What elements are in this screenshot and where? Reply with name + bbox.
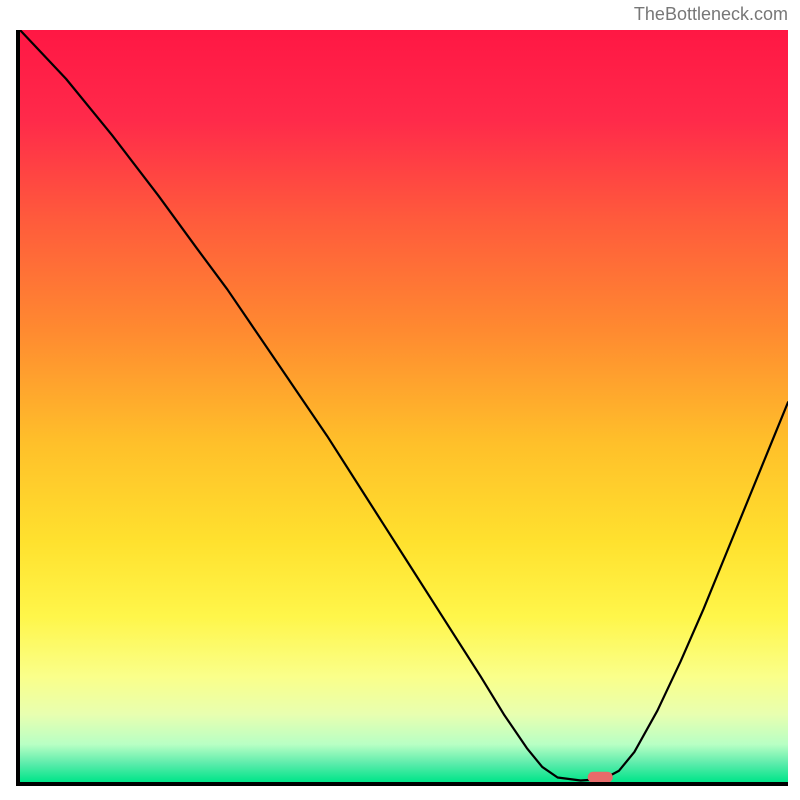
chart-plot-area (16, 30, 788, 786)
bottleneck-curve-path (20, 30, 788, 780)
sweet-spot-marker (588, 772, 613, 783)
watermark-text: TheBottleneck.com (634, 4, 788, 25)
chart-curve (20, 30, 788, 782)
